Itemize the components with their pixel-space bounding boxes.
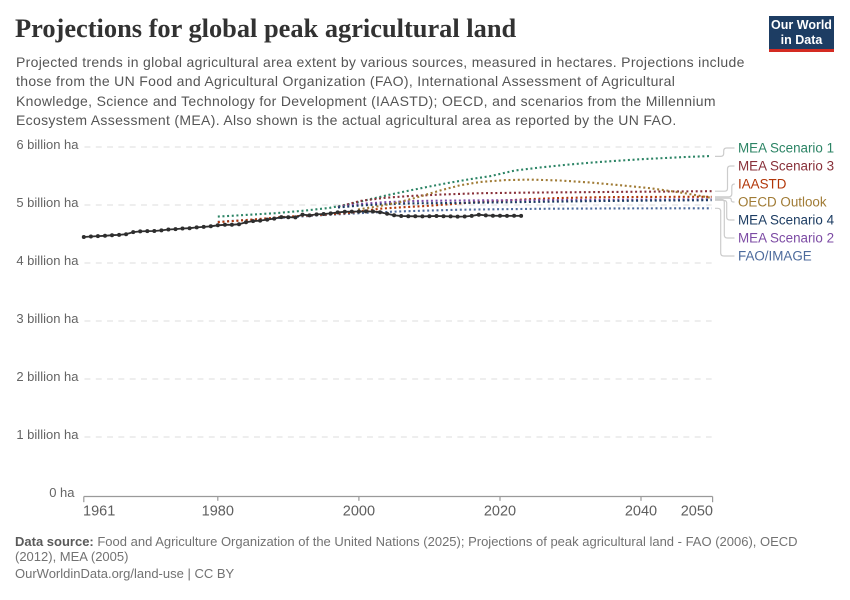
svg-text:2040: 2040	[625, 504, 657, 520]
svg-text:MEA Scenario 4: MEA Scenario 4	[738, 213, 835, 228]
svg-text:1961: 1961	[83, 504, 115, 520]
svg-text:3 billion ha: 3 billion ha	[16, 311, 79, 326]
svg-text:0 ha: 0 ha	[49, 485, 75, 500]
svg-text:MEA Scenario 1: MEA Scenario 1	[738, 141, 834, 156]
svg-text:2020: 2020	[484, 504, 516, 520]
svg-text:5 billion ha: 5 billion ha	[16, 195, 79, 210]
svg-text:OECD Outlook: OECD Outlook	[738, 195, 827, 210]
svg-text:MEA Scenario 2: MEA Scenario 2	[738, 231, 834, 246]
svg-text:MEA Scenario 3: MEA Scenario 3	[738, 159, 834, 174]
svg-text:2050: 2050	[681, 504, 713, 520]
svg-text:2000: 2000	[343, 504, 375, 520]
svg-text:1 billion ha: 1 billion ha	[16, 427, 79, 442]
svg-text:4 billion ha: 4 billion ha	[16, 253, 79, 268]
svg-text:6 billion ha: 6 billion ha	[16, 137, 79, 152]
svg-text:FAO/IMAGE: FAO/IMAGE	[738, 249, 812, 264]
svg-text:2 billion ha: 2 billion ha	[16, 369, 79, 384]
svg-text:IAASTD: IAASTD	[738, 177, 787, 192]
svg-text:1980: 1980	[202, 504, 234, 520]
